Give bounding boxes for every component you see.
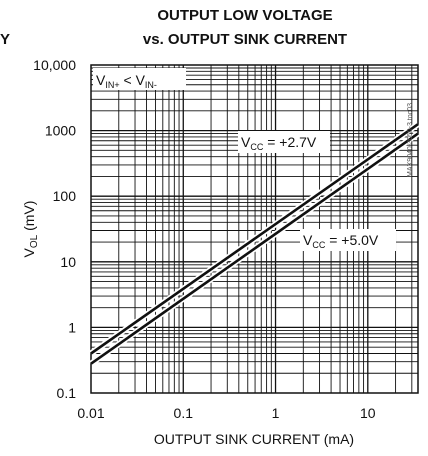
series-line-2 — [90, 132, 419, 365]
x-axis-label: OUTPUT SINK CURRENT (mA) — [154, 431, 354, 447]
x-tick-label: 0.1 — [174, 405, 194, 421]
y-axis-label-main: V — [21, 247, 37, 257]
condition-label-a-sub: IN+ — [105, 80, 119, 90]
series-label-box-1 — [238, 131, 330, 153]
part-number: MAX9040-3050-3 toc03 — [407, 103, 414, 177]
series-layer — [89, 121, 420, 367]
chart-title-line1: OUTPUT LOW VOLTAGE — [157, 7, 332, 24]
y-axis-label-sub: OL — [29, 234, 40, 248]
y-tick-label: 1 — [68, 319, 76, 335]
chart-title-line2: vs. OUTPUT SINK CURRENT — [143, 31, 347, 48]
series-label-1-sub: CC — [250, 142, 263, 152]
condition-label-box — [93, 68, 186, 90]
condition-label-a: V — [96, 72, 106, 88]
plot-frame — [90, 64, 419, 394]
x-tick-labels: 0.01 0.1 1 10 — [77, 405, 375, 421]
series-label-2-rest: = +5.0V — [325, 232, 379, 248]
y-tick-labels: 0.1 1 10 100 1000 10,000 — [33, 57, 76, 401]
condition-label: VIN+ < VIN- — [96, 72, 157, 90]
x-tick-label: 1 — [272, 405, 280, 421]
y-tick-label: 0.1 — [57, 385, 77, 401]
series-label-2-sub: CC — [312, 240, 325, 250]
series-label-1-rest: = +2.7V — [263, 134, 317, 150]
series-label-2: VCC = +5.0V — [303, 232, 379, 250]
x-tick-label: 10 — [360, 405, 376, 421]
y-tick-label: 1000 — [45, 123, 76, 139]
x-tick-label: 0.01 — [77, 405, 104, 421]
condition-label-op: < V — [120, 72, 146, 88]
grid — [91, 65, 418, 393]
y-axis-label-unit: (mV) — [21, 201, 37, 235]
condition-label-b-sub: IN- — [145, 80, 157, 90]
series-label-1-main: V — [241, 134, 251, 150]
y-tick-label: 10 — [60, 254, 76, 270]
series-label-2-main: V — [303, 232, 313, 248]
series-label-1: VCC = +2.7V — [241, 134, 317, 152]
y-tick-label: 10,000 — [33, 57, 76, 73]
clipped-left-text: Y — [0, 31, 10, 48]
series-line-1 — [90, 123, 419, 355]
y-axis-label: VOL (mV) — [21, 201, 40, 258]
series-label-box-2 — [300, 229, 396, 251]
y-tick-label: 100 — [53, 188, 77, 204]
